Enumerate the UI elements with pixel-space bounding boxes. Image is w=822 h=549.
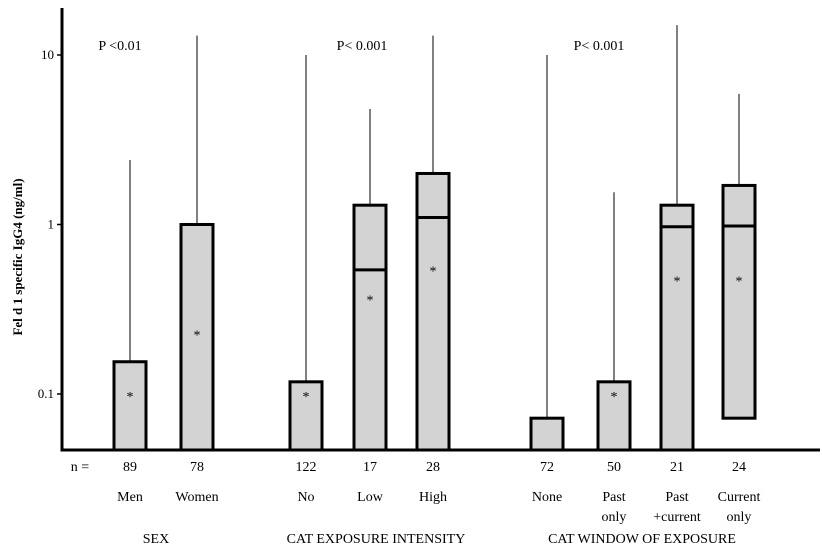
group-title: SEX [143,532,169,547]
p-value-label: P< 0.001 [574,39,625,54]
n-value: 72 [540,460,554,475]
box-0-0: * [112,160,148,452]
y-tick-label: 10 [41,47,54,62]
category-label: None [532,490,562,505]
category-label: Past [602,490,625,505]
n-prefix-label: n = [71,460,90,475]
n-value: 17 [363,460,377,475]
p-value-label: P< 0.001 [337,39,388,54]
category-label: only [602,510,627,525]
mean-marker: * [736,275,743,290]
box-rect [529,416,565,452]
mean-marker: * [127,390,134,405]
category-label: No [297,490,314,505]
category-label: Women [175,490,218,505]
mean-marker: * [367,294,374,309]
y-axis-label: Fel d 1 specific IgG4 (ng/ml) [10,178,25,335]
box-2-3: * [721,93,757,420]
n-value: 28 [426,460,440,475]
box-2-2: * [659,25,695,452]
n-value: 89 [123,460,137,475]
n-value: 50 [607,460,621,475]
n-value: 24 [732,460,746,475]
box-2-0 [529,55,565,452]
group-title: CAT WINDOW OF EXPOSURE [548,532,736,547]
group-title: CAT EXPOSURE INTENSITY [287,532,466,547]
box-rect [352,203,388,452]
category-label: +current [653,510,701,525]
category-label: Men [117,490,143,505]
mean-marker: * [674,275,681,290]
mean-marker: * [303,390,310,405]
box-0-1: * [179,35,215,452]
category-label: Low [357,490,384,505]
box-rect [288,380,324,452]
box-rect [415,171,451,452]
mean-marker: * [194,329,201,344]
y-tick-label: 1 [48,217,55,232]
box-1-2: * [415,35,451,452]
n-value: 122 [296,460,317,475]
p-value-label: P <0.01 [98,39,141,54]
box-rect [112,360,148,452]
category-label: Past [665,490,688,505]
box-1-1: * [352,109,388,452]
box-rect [179,223,215,452]
category-label: Current [718,490,761,505]
box-2-1: * [596,192,632,452]
box-rect [659,203,695,452]
mean-marker: * [611,390,618,405]
category-label: only [727,510,752,525]
box-rect [721,183,757,420]
mean-marker: * [430,265,437,280]
box-1-0: * [288,55,324,452]
category-label: High [419,490,447,505]
n-value: 78 [190,460,204,475]
n-value: 21 [670,460,684,475]
y-tick-label: 0.1 [38,386,54,401]
